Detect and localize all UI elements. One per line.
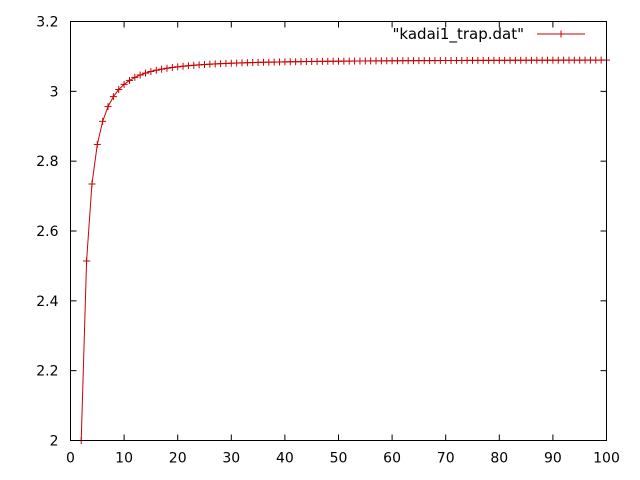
y-tick-label: 2 (50, 434, 59, 450)
y-tick-label: 3 (50, 84, 59, 100)
x-tick-label: 40 (276, 451, 294, 467)
y-tick-label: 2.2 (36, 364, 58, 380)
x-tick-label: 70 (437, 451, 455, 467)
x-tick-label: 10 (115, 451, 133, 467)
x-tick-label: 0 (66, 451, 75, 467)
y-tick-label: 2.8 (36, 154, 58, 170)
legend-marker (557, 30, 565, 38)
data-point (168, 63, 176, 71)
plot-frame (70, 21, 607, 441)
x-tick-label: 100 (593, 451, 620, 467)
y-tick-label: 2.6 (36, 224, 58, 240)
data-point (131, 73, 139, 81)
data-point (115, 86, 123, 94)
legend-plus (557, 30, 565, 38)
x-tick-label: 30 (222, 451, 240, 467)
x-tick-label: 50 (330, 451, 348, 467)
data-point (93, 140, 101, 148)
data-point (152, 66, 160, 74)
data-point (163, 64, 171, 72)
data-point (99, 117, 107, 125)
data-point (174, 63, 182, 71)
tick-labels: 0 10 20 30 40 50 60 70 80 90 100 2 2.2 2.4 2.6 2.8 3 3.2 (36, 15, 620, 467)
data-point (120, 80, 128, 88)
data-point (158, 65, 166, 73)
axis-ticks (70, 21, 607, 441)
data-point (179, 62, 187, 70)
data-point (136, 71, 144, 79)
series-layer (77, 56, 610, 444)
x-tick-label: 90 (544, 451, 562, 467)
x-tick-label: 80 (490, 451, 508, 467)
data-point (147, 68, 155, 76)
data-point (109, 93, 117, 101)
y-tick-label: 2.4 (36, 294, 58, 310)
data-point (83, 257, 91, 265)
x-tick-label: 60 (383, 451, 401, 467)
x-tick-label: 20 (169, 451, 187, 467)
data-point (142, 69, 150, 77)
data-point (88, 180, 96, 188)
y-tick-label: 3.2 (36, 15, 58, 31)
data-point (125, 76, 133, 84)
legend: "kadai1_trap.dat" (393, 25, 585, 44)
series-line (80, 59, 607, 441)
data-point (104, 103, 112, 111)
legend-label: "kadai1_trap.dat" (393, 25, 524, 44)
